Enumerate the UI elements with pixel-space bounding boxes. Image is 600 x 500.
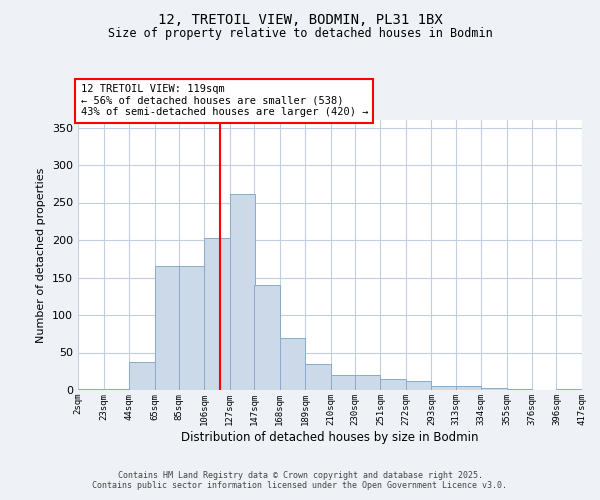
Text: Contains HM Land Registry data © Crown copyright and database right 2025.
Contai: Contains HM Land Registry data © Crown c… bbox=[92, 470, 508, 490]
Bar bbox=[331, 375, 356, 390]
Y-axis label: Number of detached properties: Number of detached properties bbox=[37, 168, 46, 342]
Text: 12 TRETOIL VIEW: 119sqm
← 56% of detached houses are smaller (538)
43% of semi-d: 12 TRETOIL VIEW: 119sqm ← 56% of detache… bbox=[80, 84, 368, 117]
Bar bbox=[280, 338, 305, 390]
Bar bbox=[230, 194, 256, 390]
Bar bbox=[431, 386, 457, 390]
Bar bbox=[254, 285, 280, 390]
Bar bbox=[507, 389, 532, 390]
Bar bbox=[104, 389, 129, 390]
Bar bbox=[305, 364, 331, 390]
Bar bbox=[129, 362, 155, 390]
Bar bbox=[155, 266, 180, 390]
Bar bbox=[455, 386, 481, 390]
Bar bbox=[406, 381, 431, 390]
Bar bbox=[380, 379, 406, 390]
X-axis label: Distribution of detached houses by size in Bodmin: Distribution of detached houses by size … bbox=[181, 430, 479, 444]
Bar bbox=[481, 388, 507, 390]
Text: Size of property relative to detached houses in Bodmin: Size of property relative to detached ho… bbox=[107, 28, 493, 40]
Text: 12, TRETOIL VIEW, BODMIN, PL31 1BX: 12, TRETOIL VIEW, BODMIN, PL31 1BX bbox=[158, 12, 442, 26]
Bar bbox=[355, 375, 380, 390]
Bar bbox=[556, 389, 582, 390]
Bar bbox=[205, 238, 230, 390]
Bar bbox=[179, 266, 205, 390]
Bar bbox=[78, 389, 104, 390]
